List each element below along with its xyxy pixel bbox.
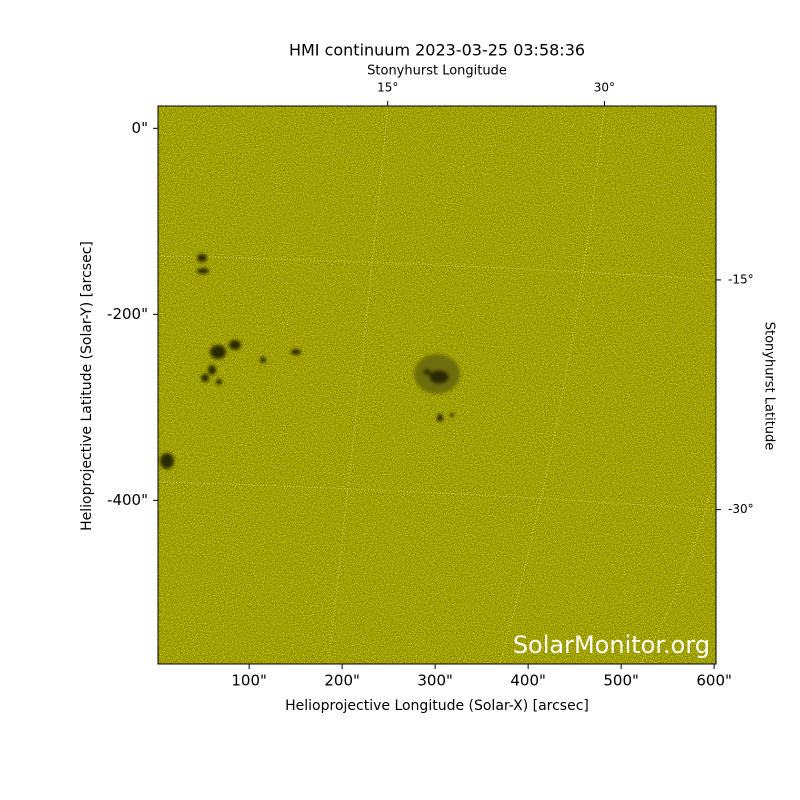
top-tick-label: 30°: [594, 81, 615, 95]
right-tick-label: -30°: [728, 502, 754, 516]
umbra: [208, 365, 216, 375]
grid-line: [327, 106, 389, 664]
umbra: [423, 369, 431, 375]
umbra: [197, 268, 209, 274]
umbra: [160, 453, 174, 469]
x-tick-label: 500": [603, 672, 639, 690]
umbra: [210, 345, 226, 359]
grid-line: [499, 106, 605, 664]
x-tick-label: 400": [510, 672, 546, 690]
plot-frame: [157, 105, 717, 665]
umbra: [260, 357, 266, 363]
x-tick-label: 100": [231, 672, 267, 690]
y-axis-label: Helioprojective Latitude (Solar-Y) [arcs…: [79, 241, 95, 531]
x-axis-label: Helioprojective Longitude (Solar-X) [arc…: [285, 698, 589, 714]
y-tick-label: 0": [132, 119, 148, 137]
umbra: [437, 414, 443, 422]
umbra: [216, 379, 222, 385]
right-axis-label: Stonyhurst Latitude: [762, 322, 777, 451]
solar-image: [158, 106, 716, 664]
watermark: SolarMonitor.org: [513, 631, 710, 659]
umbra: [429, 370, 449, 384]
umbra: [291, 349, 301, 355]
umbra: [201, 374, 209, 382]
top-axis-label: Stonyhurst Longitude: [367, 64, 507, 79]
chart-title: HMI continuum 2023-03-25 03:58:36: [289, 41, 585, 60]
grid-line: [158, 481, 716, 511]
y-tick-label: -200": [107, 305, 148, 323]
right-tick-label: -15°: [728, 272, 754, 286]
sunspots: [160, 254, 460, 469]
umbra: [197, 254, 207, 262]
umbra: [450, 413, 454, 417]
x-tick-label: 200": [324, 672, 360, 690]
grid-line: [639, 469, 716, 664]
umbra: [229, 340, 241, 350]
top-tick-label: 15°: [377, 81, 398, 95]
y-tick-label: -400": [107, 491, 148, 509]
grid-line: [158, 255, 716, 281]
x-tick-label: 300": [417, 672, 453, 690]
x-tick-label: 600": [696, 672, 732, 690]
